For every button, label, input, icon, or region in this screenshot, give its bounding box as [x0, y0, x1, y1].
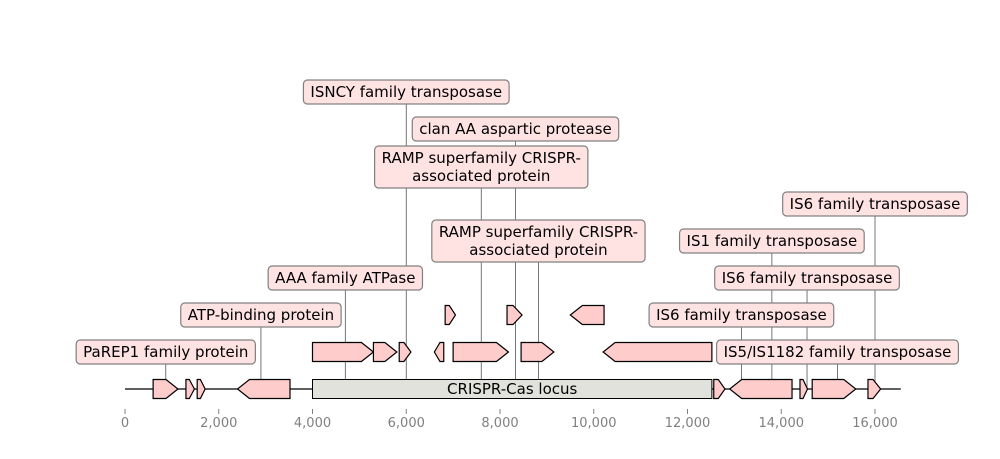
x-tick-label: 4,000 [294, 416, 331, 431]
x-tick-label: 2,000 [200, 416, 237, 431]
gene-arrow [713, 378, 726, 400]
gene-arrow [867, 378, 882, 400]
annotation-label-text: AAA family ATPase [275, 269, 415, 287]
annotation-label: IS5/IS1182 family transposase [715, 339, 960, 365]
annotation-label: ATP-binding protein [180, 302, 342, 328]
x-tick-label: 10,000 [571, 416, 617, 431]
annotation-label-text: IS6 family transposase [656, 306, 827, 324]
annotation-label: IS1 family transposase [678, 228, 865, 254]
annotation-label: ISNCY family transposase [302, 79, 510, 105]
annotation-label-box [302, 79, 510, 105]
annotation-label-box [431, 219, 646, 263]
annotation-label: IS6 family transposase [782, 191, 968, 217]
annotation-label-text: clan AA aspartic protease [419, 120, 611, 138]
annotation-label: clan AA aspartic protease [411, 116, 620, 142]
gene-arrow [520, 341, 555, 363]
annotation-label-text: RAMP superfamily CRISPR- [382, 149, 581, 167]
gene-arrow [236, 378, 291, 400]
annotation-label-text: IS6 family transposase [790, 195, 961, 213]
annotation-label: PaREP1 family protein [75, 339, 256, 365]
gene-arrow [728, 378, 793, 400]
annotation-label-text: IS5/IS1182 family transposase [724, 343, 952, 361]
gene-arrow [506, 304, 523, 326]
x-tick-label: 0 [121, 416, 129, 431]
x-tick-label: 8,000 [481, 416, 518, 431]
x-axis: 0 2,000 4,000 6,000 8,000 10,000 12,000 14,000 1… [121, 409, 898, 431]
gene-arrow [452, 341, 510, 363]
gene-arrow [372, 341, 398, 363]
gene-arrow [398, 341, 412, 363]
annotation-label-text: PaREP1 family protein [83, 343, 248, 361]
gene-arrow [811, 378, 857, 400]
gene-arrow [196, 378, 206, 400]
gene-arrow [602, 341, 713, 363]
gene-arrow [311, 341, 375, 363]
annotation-label-box [648, 302, 835, 328]
annotation-label-box [374, 145, 589, 189]
gene-arrow [185, 378, 196, 400]
annotation-label-box [267, 265, 424, 291]
annotation-label-box [714, 265, 900, 291]
gene-features [152, 304, 882, 400]
annotation-label: IS6 family transposase [714, 265, 900, 291]
annotation-label: RAMP superfamily CRISPR-associated prote… [431, 219, 646, 263]
annotation-label-box [782, 191, 968, 217]
crispr-cas-locus-label: CRISPR-Cas locus [447, 380, 577, 398]
annotation-label-text: IS1 family transposase [687, 232, 858, 250]
annotation-label-text: associated protein [469, 241, 607, 259]
annotation-label-box [180, 302, 342, 328]
gene-arrow [444, 304, 457, 326]
x-tick-label: 12,000 [665, 416, 711, 431]
gene-arrow [152, 378, 179, 400]
annotation-label: IS6 family transposase [648, 302, 835, 328]
annotation-label-box [715, 339, 960, 365]
annotation-label: RAMP superfamily CRISPR-associated prote… [374, 145, 589, 189]
x-tick-label: 14,000 [759, 416, 805, 431]
annotation-label-text: ISNCY family transposase [310, 83, 502, 101]
annotation-label-box [411, 116, 620, 142]
annotation-label-text: RAMP superfamily CRISPR- [439, 223, 638, 241]
annotation-label-text: IS6 family transposase [722, 269, 893, 287]
annotation-labels: PaREP1 family protein ATP-binding protein… [75, 79, 968, 365]
annotation-label-text: associated protein [412, 167, 550, 185]
crispr-cas-locus: CRISPR-Cas locus [312, 379, 713, 399]
annotation-label-box [678, 228, 865, 254]
crispr-cas-locus-box [312, 379, 713, 399]
gene-arrow [433, 341, 445, 363]
x-tick-label: 6,000 [388, 416, 425, 431]
gene-arrow [569, 304, 605, 326]
x-tick-label: 16,000 [852, 416, 898, 431]
annotation-label: AAA family ATPase [267, 265, 424, 291]
annotation-label-text: ATP-binding protein [188, 306, 334, 324]
gene-arrow [799, 378, 809, 400]
annotation-label-box [75, 339, 256, 365]
